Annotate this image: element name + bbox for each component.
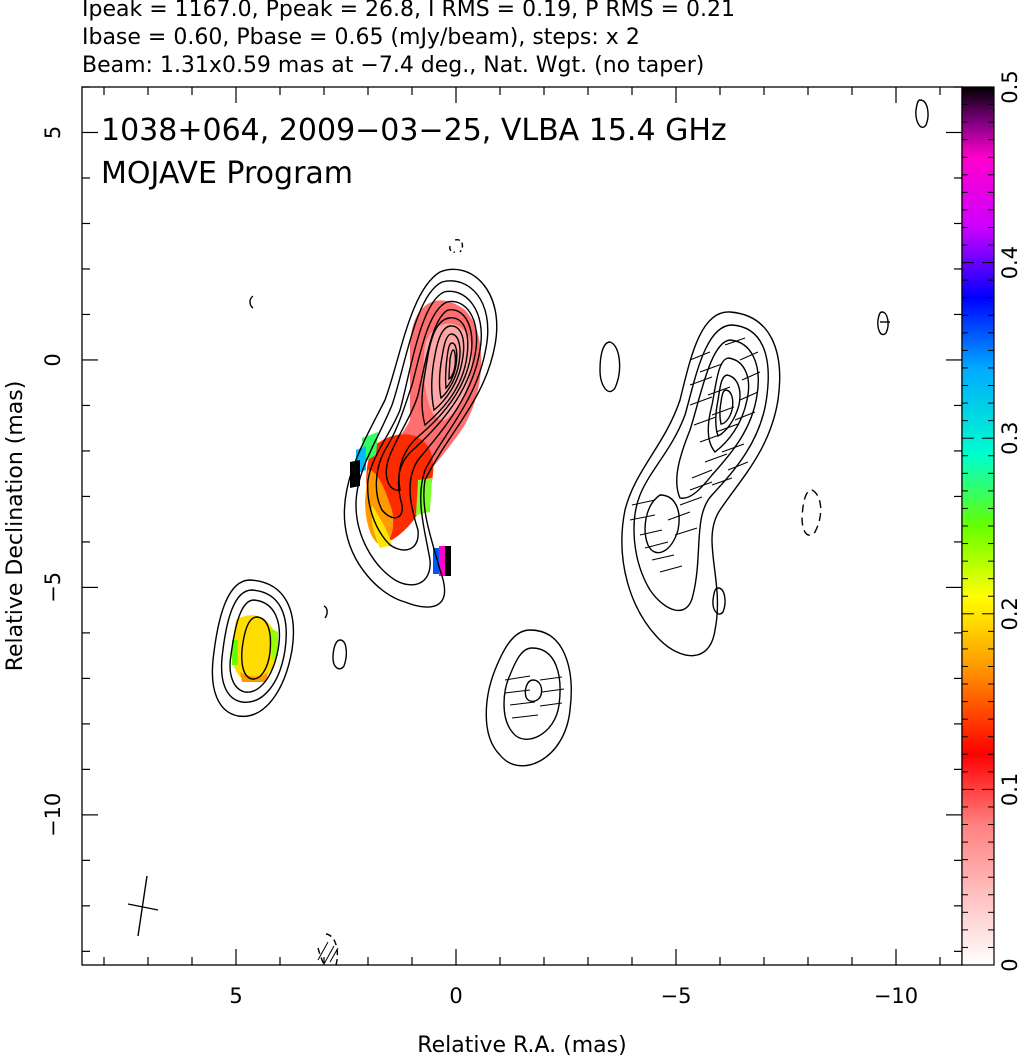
x-tick-label: 5 (229, 984, 242, 1008)
evpa-vectors (317, 337, 761, 965)
contour-western-lobe-outer (621, 311, 781, 657)
plot-title-line-1: 1038+064, 2009−03−25, VLBA 15.4 GHz (101, 113, 727, 148)
header-line-2: Ibase = 0.60, Pbase = 0.65 (mJy/beam), s… (82, 25, 640, 50)
y-axis-label: Relative Declination (mas) (3, 381, 28, 672)
contour-core-outer (343, 268, 498, 608)
y-tick-label: −10 (41, 793, 65, 837)
x-axis-label: Relative R.A. (mas) (417, 1033, 626, 1058)
plot-frame (81, 86, 963, 966)
plot-title-line-2: MOJAVE Program (101, 156, 353, 191)
colorbar-tick-label: 0 (998, 958, 1022, 971)
x-tick-label: −5 (661, 984, 692, 1008)
y-tick-label: −5 (41, 572, 65, 603)
colorbar-tick-label: 0.3 (998, 421, 1022, 454)
x-tick-label: −10 (874, 984, 918, 1008)
axes: 5 0 −5 −10 5 0 −5 −10 (41, 86, 962, 1008)
y-tick-label: 0 (41, 353, 65, 366)
header-line-3: Beam: 1.31x0.59 mas at −7.4 deg., Nat. W… (82, 53, 704, 78)
y-tick-label: 5 (41, 126, 65, 139)
colorbar-tick-label: 0.4 (998, 246, 1022, 279)
intensity-contours (211, 99, 929, 966)
x-tick-label: 0 (449, 984, 462, 1008)
colorbar-tick-label: 0.2 (998, 597, 1022, 630)
contour-eastern-knot-outer (211, 579, 295, 717)
contour-southern-knot-outer (485, 629, 572, 767)
beam-ellipse (127, 875, 159, 937)
colorbar-tick-label: 0.1 (998, 773, 1022, 806)
header-line-1: Ipeak = 1167.0, Ppeak = 26.8, I RMS = 0.… (82, 0, 735, 22)
colorbar: 0 0.1 0.2 0.3 0.4 0.5 (961, 70, 1022, 972)
colorbar-tick-label: 0.5 (998, 70, 1022, 103)
